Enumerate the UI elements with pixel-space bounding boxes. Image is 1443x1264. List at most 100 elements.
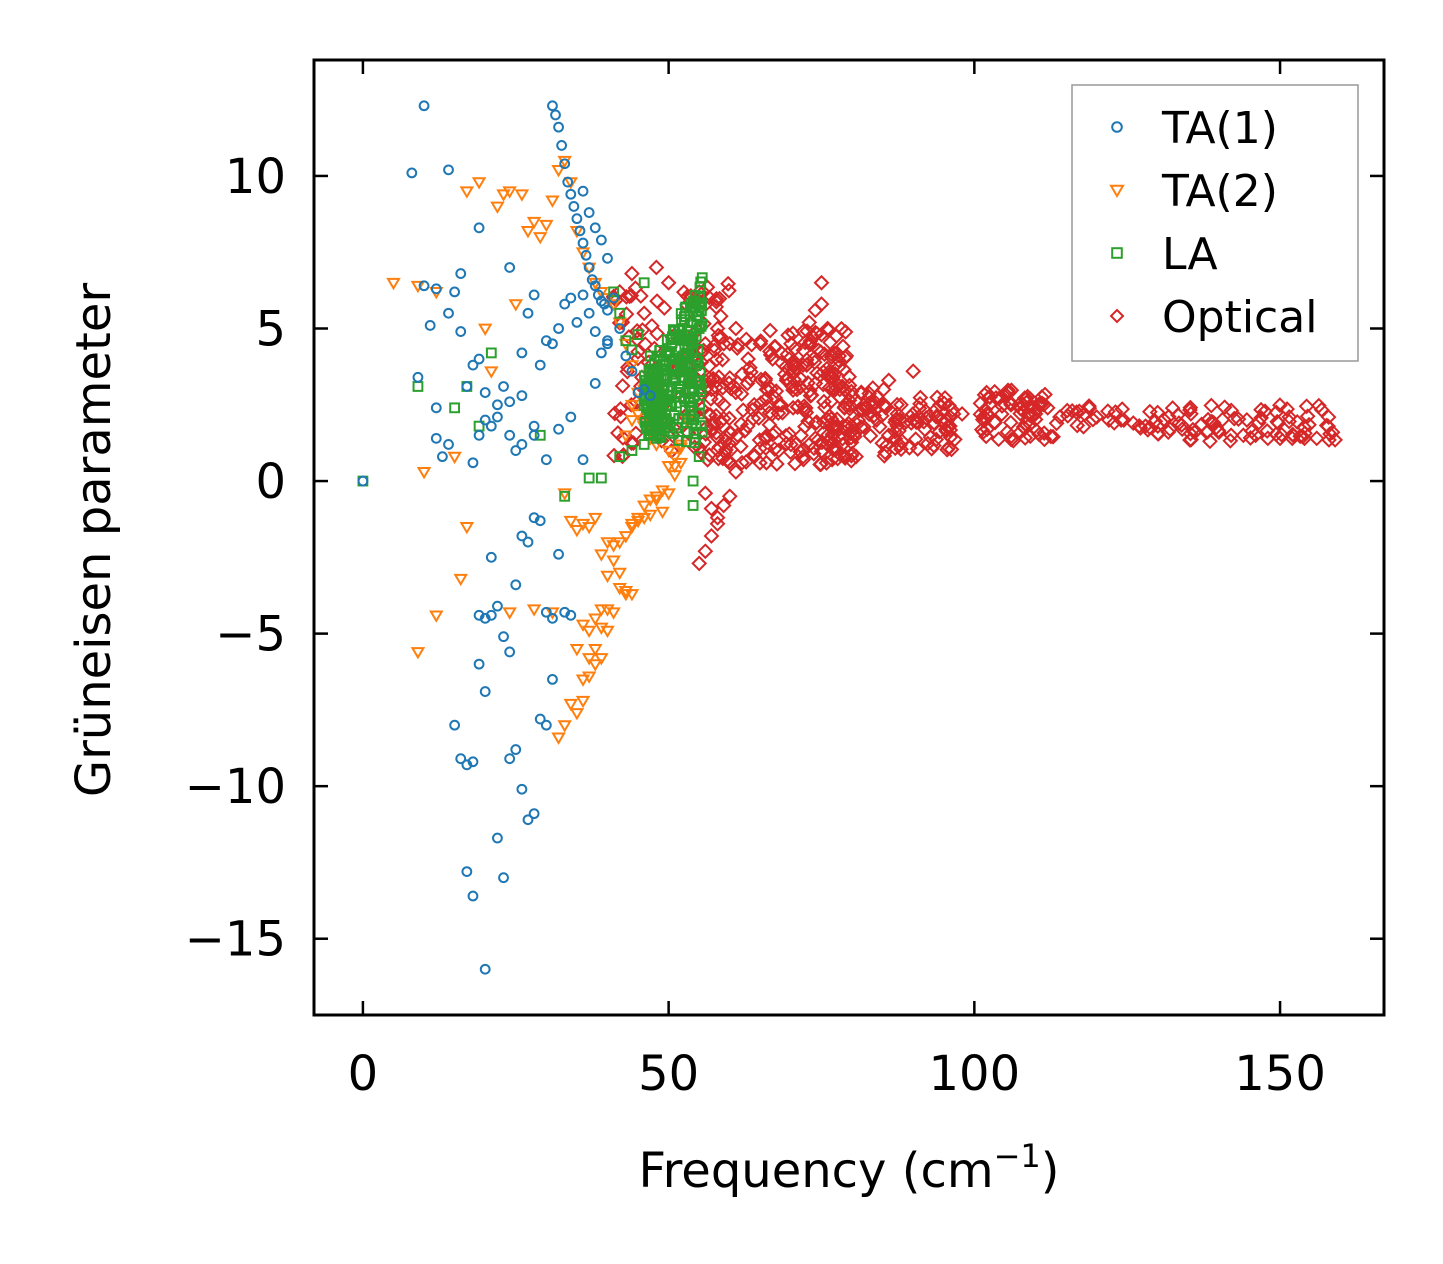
point-ta-1- [479,963,491,975]
point-ta-2- [649,491,664,504]
point-optical [843,434,860,451]
point-ta-1- [473,353,485,365]
point-ta-1- [528,420,540,432]
y-axis-label: Grüneisen parameter [66,283,122,798]
point-ta-2- [508,299,524,312]
point-la [696,426,708,438]
point-la [638,277,650,289]
point-optical [656,300,673,316]
point-ta-1- [589,222,601,234]
point-optical [1313,401,1330,418]
point-optical [786,354,803,370]
point-ta-2- [575,619,591,632]
point-ta-2- [624,518,640,532]
point-optical [828,419,845,435]
point-optical [750,410,767,427]
point-ta-1- [485,420,497,432]
point-optical [752,333,769,350]
point-ta-1- [577,454,589,466]
x-axis-ticks: 0 50 100 150 [348,60,1326,1102]
point-ta-1- [553,121,564,133]
point-optical [1037,386,1053,403]
plot-frame [312,58,1386,1017]
point-optical [701,447,718,463]
point-ta-1- [547,612,558,624]
point-ta-1- [437,451,448,463]
point-optical [773,397,790,413]
point-la [664,425,676,437]
point-optical [944,402,961,418]
y-tick-label: −5 [215,607,286,663]
point-la [676,314,687,326]
point-ta-1- [430,283,442,295]
point-ta-1- [583,262,595,273]
legend-marker-icon [1109,184,1125,198]
point-ta-1- [577,237,589,249]
point-ta-1- [562,176,574,188]
point-ta-1- [516,783,528,795]
point-optical [1272,430,1288,447]
point-ta-1- [595,234,607,246]
point-la [626,344,638,356]
point-ta-1- [602,335,613,347]
point-ta-1- [547,673,558,685]
point-ta-2- [429,610,444,623]
point-optical [648,259,665,276]
point-optical [746,396,763,413]
point-ta-1- [565,292,577,304]
point-optical [714,351,731,368]
point-ta-1- [571,316,583,328]
point-optical [1257,403,1273,420]
point-ta-1- [620,350,632,362]
point-optical [1279,401,1296,418]
point-ta-1- [540,335,552,347]
point-ta-1- [602,304,613,316]
point-optical [1003,396,1019,413]
point-ta-1- [559,298,571,310]
point-optical [709,515,726,532]
point-optical [699,279,716,296]
point-ta-2- [673,457,689,471]
point-optical [929,409,946,425]
point-la [595,472,607,484]
point-optical [792,443,809,460]
point-optical [975,423,992,440]
point-ta-1- [498,872,509,884]
point-optical [625,435,642,451]
series-ta-1- [357,100,656,975]
point-optical [770,442,787,459]
point-ta-1- [516,347,528,359]
point-optical [757,440,774,456]
y-tick-label: 10 [225,149,286,205]
point-ta-2- [618,430,634,443]
point-optical [783,436,799,453]
point-ta-2- [581,625,597,639]
point-optical [825,344,842,361]
point-optical [1299,408,1316,425]
point-ta-2- [618,586,634,599]
point-optical [1017,415,1034,432]
point-optical [1000,382,1016,399]
point-ta-2- [532,232,548,245]
point-optical [629,323,646,339]
point-ta-2- [557,155,572,169]
point-ta-1- [418,100,430,112]
point-optical [1182,399,1199,416]
point-optical [1272,397,1288,414]
point-ta-1- [534,713,546,725]
point-ta-1- [473,429,485,441]
legend-item: TA(2) [1109,166,1278,217]
point-ta-1- [492,411,503,423]
point-ta-1- [443,307,454,319]
point-ta-2- [667,451,682,465]
legend-item: LA [1111,229,1218,280]
point-optical [879,437,895,454]
point-optical [990,431,1007,448]
point-la [657,415,669,427]
point-optical [1019,388,1036,405]
point-optical [912,389,929,406]
point-ta-2- [624,360,640,373]
point-optical [1273,426,1290,443]
point-optical [611,283,628,300]
point-optical [739,375,756,392]
